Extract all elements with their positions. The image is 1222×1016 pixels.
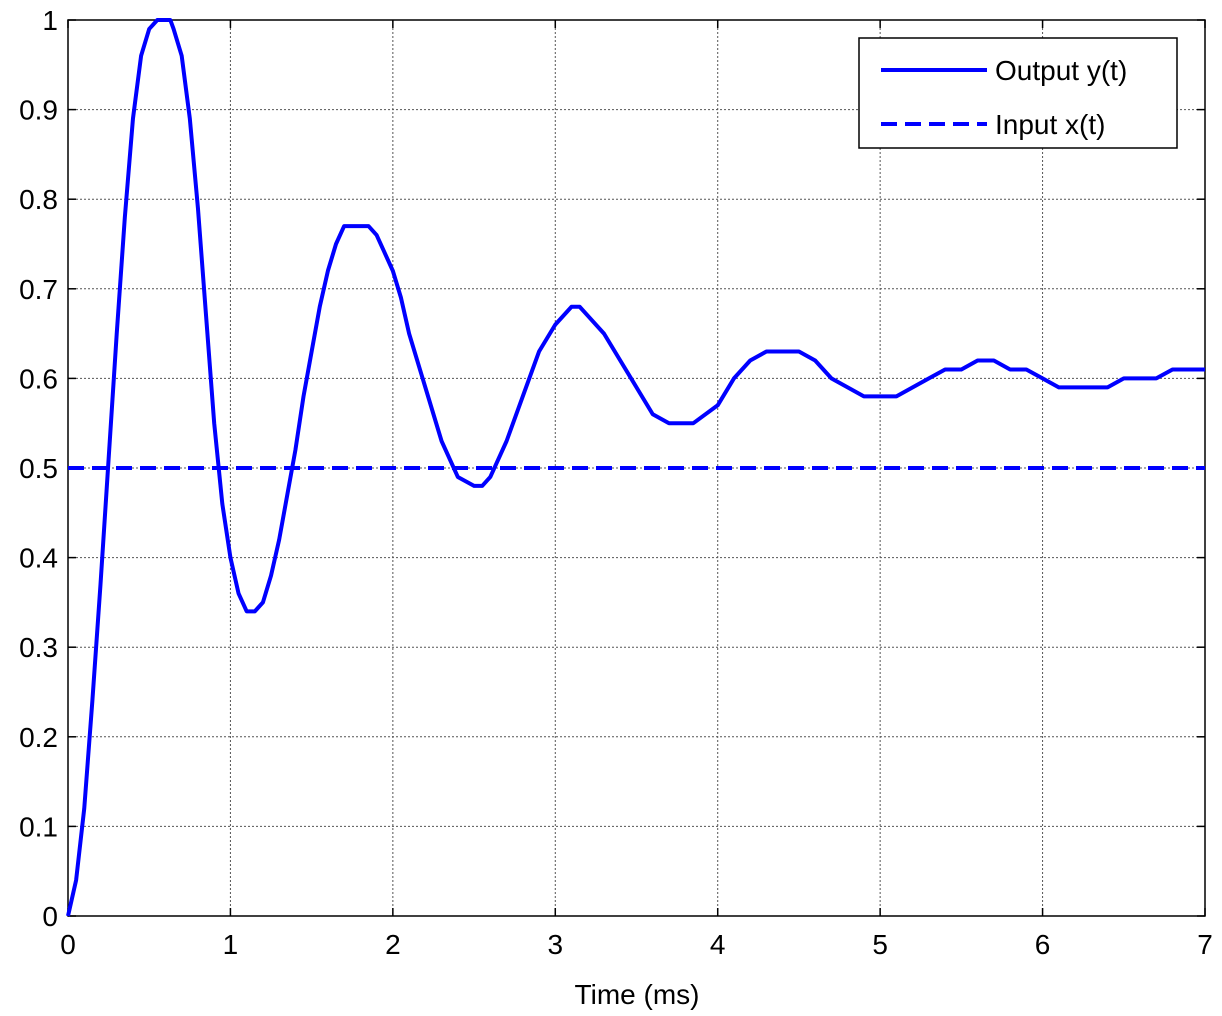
legend-label-1: Input x(t): [995, 109, 1105, 140]
y-tick-label: 0.2: [19, 722, 58, 753]
y-tick-label: 0.5: [19, 453, 58, 484]
y-tick-label: 0.3: [19, 632, 58, 663]
x-tick-label: 2: [385, 929, 401, 960]
legend-label-0: Output y(t): [995, 55, 1127, 86]
y-tick-label: 0.4: [19, 543, 58, 574]
x-tick-label: 1: [223, 929, 239, 960]
x-tick-label: 0: [60, 929, 76, 960]
x-tick-label: 3: [547, 929, 563, 960]
y-tick-label: 1: [42, 5, 58, 36]
series-layer: [66, 18, 1205, 917]
y-tick-label: 0.1: [19, 811, 58, 842]
legend: Output y(t) Input x(t): [858, 37, 1178, 149]
y-tick-label: 0.8: [19, 184, 58, 215]
x-tick-label: 7: [1197, 929, 1213, 960]
y-tick-label: 0.7: [19, 274, 58, 305]
series-line-0: [66, 18, 1205, 917]
x-tick-label: 6: [1035, 929, 1051, 960]
y-tick-label: 0.6: [19, 363, 58, 394]
x-tick-label: 4: [710, 929, 726, 960]
y-tick-label: 0: [42, 901, 58, 932]
x-axis-label: Time (ms): [575, 979, 700, 1010]
legend-box: [858, 37, 1178, 149]
y-tick-label: 0.9: [19, 95, 58, 126]
x-tick-label: 5: [872, 929, 888, 960]
